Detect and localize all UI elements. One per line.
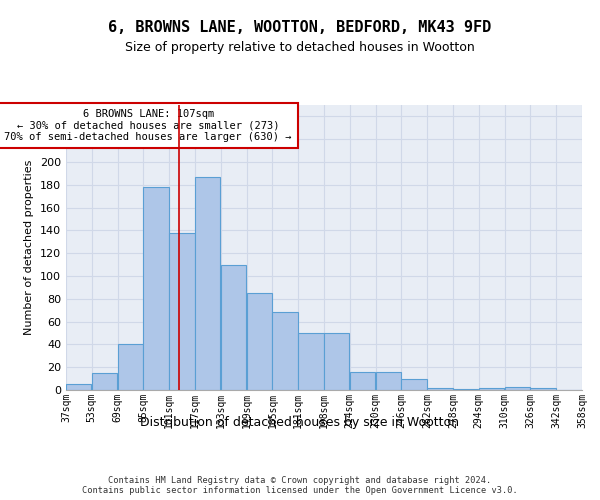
Bar bbox=[169, 232, 194, 390]
Bar bbox=[505, 386, 530, 390]
Text: 6, BROWNS LANE, WOOTTON, BEDFORD, MK43 9FD: 6, BROWNS LANE, WOOTTON, BEDFORD, MK43 9… bbox=[109, 20, 491, 35]
Bar bbox=[118, 344, 143, 390]
Text: 6 BROWNS LANE: 107sqm
← 30% of detached houses are smaller (273)
70% of semi-det: 6 BROWNS LANE: 107sqm ← 30% of detached … bbox=[4, 109, 292, 142]
Bar bbox=[453, 389, 478, 390]
Bar bbox=[530, 388, 556, 390]
Text: Contains HM Land Registry data © Crown copyright and database right 2024.
Contai: Contains HM Land Registry data © Crown c… bbox=[82, 476, 518, 495]
Bar bbox=[350, 372, 375, 390]
Bar bbox=[92, 373, 117, 390]
Bar bbox=[195, 177, 220, 390]
Text: Distribution of detached houses by size in Wootton: Distribution of detached houses by size … bbox=[140, 416, 460, 429]
Bar bbox=[324, 333, 349, 390]
Bar bbox=[221, 264, 246, 390]
Bar bbox=[143, 187, 169, 390]
Bar bbox=[427, 388, 452, 390]
Bar bbox=[298, 333, 323, 390]
Bar bbox=[401, 378, 427, 390]
Bar bbox=[272, 312, 298, 390]
Bar bbox=[479, 388, 504, 390]
Bar bbox=[376, 372, 401, 390]
Y-axis label: Number of detached properties: Number of detached properties bbox=[25, 160, 34, 335]
Text: Size of property relative to detached houses in Wootton: Size of property relative to detached ho… bbox=[125, 41, 475, 54]
Bar bbox=[66, 384, 91, 390]
Bar bbox=[247, 293, 272, 390]
